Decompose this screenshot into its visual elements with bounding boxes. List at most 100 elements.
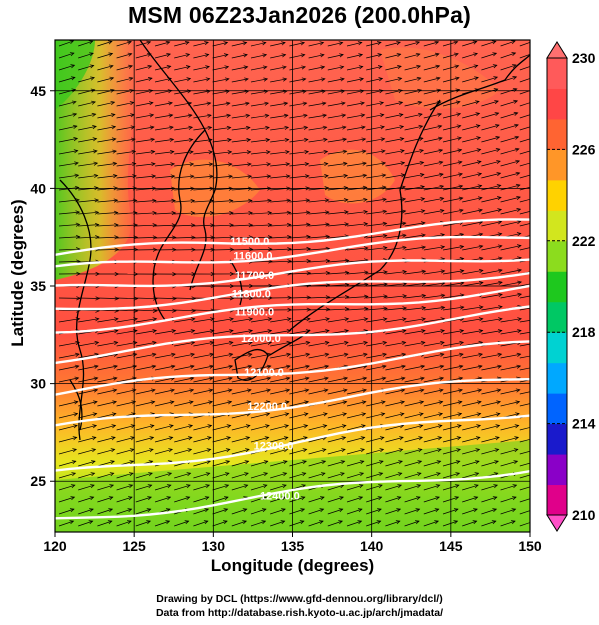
wind-arrow <box>346 77 365 83</box>
colorbar-segment <box>547 58 567 89</box>
wind-arrow <box>58 508 75 515</box>
x-axis-label: Longitude (degrees) <box>210 556 375 575</box>
wind-arrow <box>97 125 117 131</box>
wind-arrow <box>193 211 215 216</box>
wind-arrow <box>97 149 117 155</box>
wind-arrow <box>58 52 75 59</box>
wind-arrow <box>404 64 422 71</box>
wind-arrow <box>135 484 153 491</box>
wind-arrow <box>442 400 463 407</box>
wind-arrow <box>116 508 133 515</box>
wind-arrow <box>154 113 174 119</box>
wind-arrow <box>97 88 115 95</box>
wind-arrow <box>308 101 327 107</box>
wind-arrow <box>97 40 113 47</box>
wind-arrow <box>423 520 440 527</box>
wind-arrow <box>78 520 94 527</box>
wind-arrow <box>308 317 330 323</box>
wind-arrow <box>385 508 402 515</box>
wind-arrow <box>116 198 138 203</box>
wind-arrow <box>366 317 388 323</box>
wind-arrow <box>308 174 329 179</box>
wind-arrow <box>346 149 367 155</box>
wind-arrow <box>481 305 503 311</box>
colorbar-tick-label: 214 <box>572 416 596 432</box>
wind-arrow <box>231 198 253 203</box>
wind-arrow <box>135 496 152 503</box>
wind-arrow <box>404 376 425 383</box>
wind-arrow <box>308 149 329 155</box>
wind-arrow <box>500 76 518 83</box>
wind-arrow <box>231 364 253 371</box>
wind-arrow <box>385 89 403 95</box>
wind-arrow <box>116 76 134 83</box>
wind-arrow <box>404 197 426 203</box>
y-tick-label: 40 <box>30 180 46 196</box>
wind-arrow <box>116 137 136 143</box>
wind-arrow <box>481 448 500 455</box>
cold-region-west <box>55 40 138 280</box>
wind-arrow <box>308 258 331 263</box>
wind-arrow <box>481 460 499 467</box>
wind-arrow <box>289 65 307 71</box>
wind-arrow <box>423 112 442 119</box>
wind-arrow <box>78 448 97 455</box>
wind-arrow <box>231 400 252 407</box>
contour-label: 11700.0 <box>235 270 274 282</box>
wind-arrow <box>231 65 249 71</box>
wind-arrow <box>385 364 406 371</box>
wind-arrow <box>442 100 461 107</box>
wind-arrow <box>116 223 138 228</box>
wind-arrow <box>212 317 234 323</box>
wind-arrow <box>308 77 326 83</box>
wind-arrow <box>519 138 530 143</box>
wind-arrow <box>289 364 310 371</box>
wind-arrow <box>250 520 267 527</box>
wind-arrow <box>58 376 80 383</box>
wind-arrow <box>250 460 269 467</box>
wind-arrow <box>97 174 118 179</box>
wind-arrow <box>289 436 308 443</box>
wind-arrow <box>327 210 349 215</box>
wind-arrow <box>500 159 521 167</box>
wind-arrow <box>404 221 426 227</box>
wind-arrow <box>327 173 349 179</box>
wind-arrow <box>481 100 499 107</box>
wind-arrow <box>308 460 327 467</box>
wind-arrow <box>308 307 331 312</box>
colorbar-max-arrow <box>546 41 568 59</box>
wind-arrow <box>193 520 209 527</box>
wind-arrow <box>500 496 517 503</box>
wind-arrow <box>385 161 406 167</box>
wind-arrow <box>423 424 443 431</box>
wind-arrow <box>270 198 292 203</box>
wind-arrow <box>193 235 215 240</box>
wind-arrow <box>270 174 291 179</box>
wind-arrow <box>212 89 231 95</box>
wind-arrow <box>442 136 462 143</box>
wind-arrow <box>442 436 462 443</box>
wind-arrow <box>97 76 115 83</box>
wind-arrow <box>500 508 517 515</box>
wind-arrow <box>270 388 291 395</box>
wind-arrow <box>462 76 479 83</box>
wind-arrow <box>500 448 519 455</box>
wind-arrow <box>327 352 349 359</box>
wind-arrow <box>193 472 211 479</box>
wind-arrow <box>154 400 175 407</box>
wind-arrow <box>270 210 292 215</box>
wind-arrow <box>327 508 344 515</box>
wind-arrow <box>212 460 231 467</box>
wind-arrow <box>97 317 119 323</box>
wind-arrow <box>366 294 388 299</box>
wind-arrow <box>58 234 81 240</box>
wind-arrow <box>270 162 291 167</box>
wind-arrow <box>116 424 136 431</box>
wind-arrow <box>462 436 481 443</box>
wind-arrow <box>135 296 158 301</box>
wind-arrow <box>366 233 388 239</box>
wind-arrow <box>366 89 384 95</box>
wind-arrow <box>250 424 270 431</box>
wind-arrow <box>423 448 442 455</box>
wind-arrow <box>346 352 368 359</box>
